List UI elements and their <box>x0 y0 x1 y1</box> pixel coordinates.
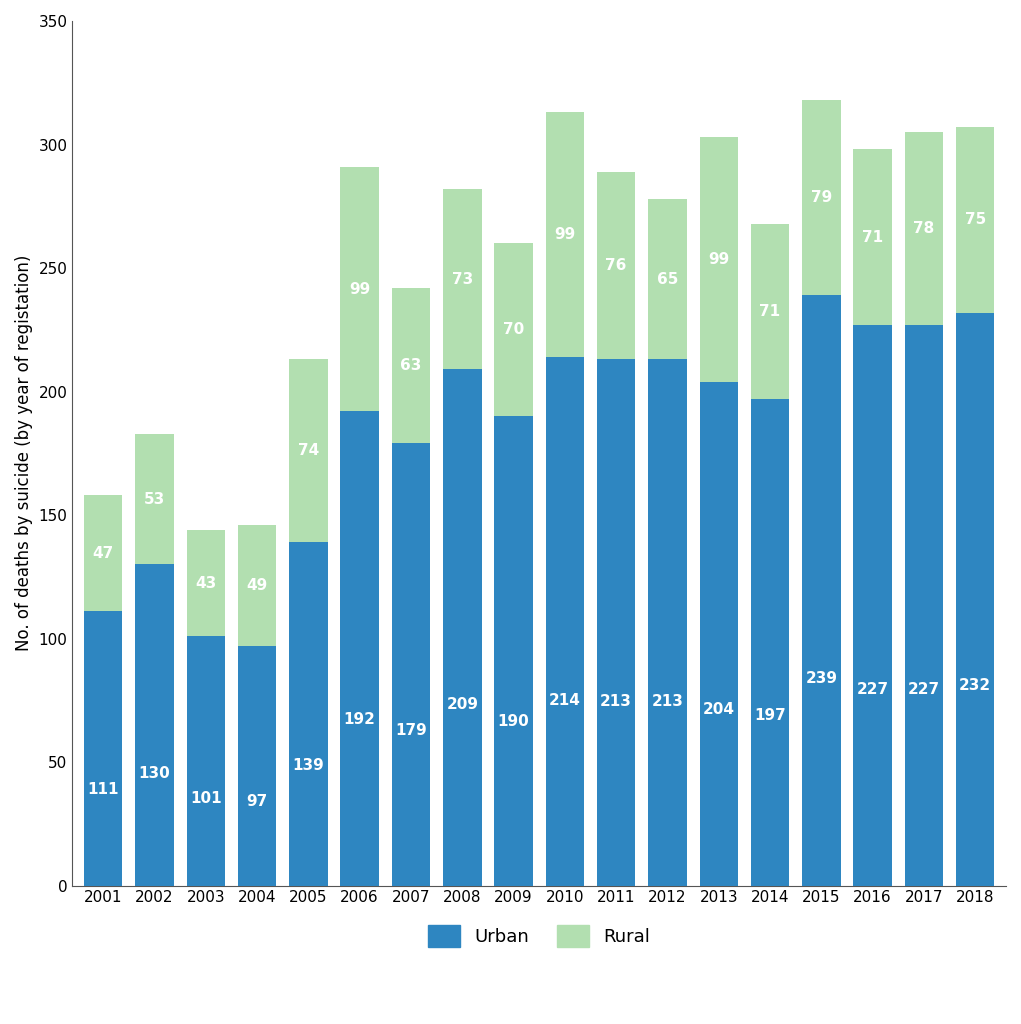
Text: 78: 78 <box>914 221 934 236</box>
Bar <box>494 244 533 417</box>
Bar <box>135 564 174 886</box>
Bar <box>392 443 430 886</box>
Bar <box>187 636 225 886</box>
Bar <box>648 199 687 359</box>
Bar <box>854 325 892 886</box>
Text: 63: 63 <box>400 358 422 373</box>
Text: 99: 99 <box>554 227 576 243</box>
Text: 227: 227 <box>908 682 940 697</box>
Text: 209: 209 <box>446 697 478 713</box>
Text: 99: 99 <box>709 252 729 267</box>
Bar <box>854 150 892 325</box>
Text: 75: 75 <box>965 212 986 227</box>
Text: 99: 99 <box>349 282 371 297</box>
Text: 74: 74 <box>298 443 319 459</box>
Text: 179: 179 <box>395 723 427 738</box>
Text: 47: 47 <box>93 546 113 561</box>
Text: 227: 227 <box>857 682 888 697</box>
Bar <box>956 127 994 312</box>
Bar <box>392 288 430 443</box>
Text: 213: 213 <box>651 694 683 709</box>
Text: 71: 71 <box>760 304 781 318</box>
Text: 73: 73 <box>451 271 473 287</box>
Text: 43: 43 <box>195 575 216 591</box>
Bar <box>340 167 379 412</box>
Bar <box>84 496 123 611</box>
Y-axis label: No. of deaths by suicide (by year of registation): No. of deaths by suicide (by year of reg… <box>15 255 33 651</box>
Bar <box>238 646 277 886</box>
Text: 76: 76 <box>605 258 627 273</box>
Bar <box>443 189 482 370</box>
Text: 190: 190 <box>497 714 530 729</box>
Bar <box>905 132 943 325</box>
Text: 79: 79 <box>811 190 832 205</box>
Legend: Urban, Rural: Urban, Rural <box>421 918 658 954</box>
Bar <box>340 412 379 886</box>
Bar <box>135 433 174 564</box>
Text: 139: 139 <box>292 758 325 773</box>
Bar <box>699 137 738 382</box>
Bar <box>803 100 840 295</box>
Text: 239: 239 <box>806 672 837 686</box>
Bar <box>648 359 687 886</box>
Bar <box>597 359 635 886</box>
Text: 53: 53 <box>144 492 165 507</box>
Bar <box>494 417 533 886</box>
Text: 65: 65 <box>657 271 678 287</box>
Text: 204: 204 <box>702 701 735 717</box>
Text: 111: 111 <box>88 782 118 797</box>
Bar <box>84 611 123 886</box>
Text: 71: 71 <box>862 229 883 245</box>
Bar <box>545 113 584 357</box>
Bar <box>238 525 277 646</box>
Text: 97: 97 <box>246 795 268 809</box>
Bar <box>187 529 225 636</box>
Text: 213: 213 <box>600 694 632 709</box>
Text: 49: 49 <box>246 578 268 593</box>
Text: 101: 101 <box>190 791 222 806</box>
Text: 130: 130 <box>139 766 171 780</box>
Bar <box>289 543 328 886</box>
Bar <box>545 357 584 886</box>
Bar <box>750 399 789 886</box>
Text: 214: 214 <box>549 693 581 708</box>
Bar <box>443 370 482 886</box>
Bar <box>803 295 840 886</box>
Bar <box>699 382 738 886</box>
Text: 192: 192 <box>344 712 376 727</box>
Text: 70: 70 <box>503 323 524 337</box>
Text: 232: 232 <box>959 678 991 692</box>
Bar <box>750 223 789 399</box>
Bar <box>905 325 943 886</box>
Bar <box>597 172 635 359</box>
Bar <box>289 359 328 543</box>
Bar <box>956 312 994 886</box>
Text: 197: 197 <box>755 708 786 723</box>
